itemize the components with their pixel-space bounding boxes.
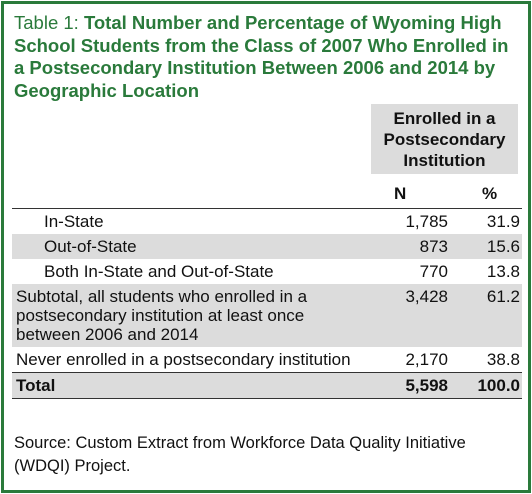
table-row: Never enrolled in a postsecondary instit… bbox=[12, 347, 522, 372]
table-row: Both In-State and Out-of-State 770 13.8 bbox=[12, 259, 522, 284]
column-headers: N % bbox=[12, 180, 522, 209]
table-cell: In-State bbox=[44, 212, 104, 231]
table-cell: 38.8 bbox=[486, 350, 520, 369]
table-cell: 5,598 bbox=[405, 376, 448, 395]
table-cell: 2,170 bbox=[405, 350, 448, 369]
table-cell: Never enrolled in a postsecondary instit… bbox=[16, 350, 351, 369]
title-label: Table 1: bbox=[14, 12, 79, 33]
table-row: Out-of-State 873 15.6 bbox=[12, 234, 522, 259]
group-header: Enrolled in a Postsecondary Institution bbox=[371, 104, 518, 174]
table-cell: Total bbox=[16, 376, 56, 395]
table-cell: 770 bbox=[419, 262, 448, 281]
table-cell: 1,785 bbox=[405, 212, 448, 231]
table-title: Table 1: Total Number and Percentage of … bbox=[14, 12, 519, 102]
table-cell: 15.6 bbox=[486, 237, 520, 256]
column-header: N bbox=[394, 184, 407, 203]
table-row: In-State 1,785 31.9 bbox=[12, 209, 522, 234]
table-cell: Out-of-State bbox=[44, 237, 137, 256]
total-row: Total 5,598 100.0 bbox=[12, 372, 522, 399]
table-cell: 31.9 bbox=[486, 212, 520, 231]
source-note: Source: Custom Extract from Workforce Da… bbox=[14, 434, 466, 475]
table-cell: Both In-State and Out-of-State bbox=[44, 262, 274, 281]
table-cell: 13.8 bbox=[486, 262, 520, 281]
table-cell: 100.0 bbox=[477, 376, 520, 395]
column-header: % bbox=[482, 184, 498, 203]
table-row: Subtotal, all students who enrolled in a… bbox=[12, 284, 522, 347]
table-cell: 873 bbox=[419, 237, 448, 256]
title-text: Total Number and Percentage of Wyoming H… bbox=[14, 12, 509, 101]
table-body: In-State 1,785 31.9 Out-of-State 873 15.6 Both… bbox=[12, 209, 522, 399]
table-cell: 3,428 bbox=[405, 287, 448, 306]
table-cell: 61.2 bbox=[486, 287, 520, 306]
table-cell: Subtotal, all students who enrolled in a… bbox=[16, 287, 308, 344]
